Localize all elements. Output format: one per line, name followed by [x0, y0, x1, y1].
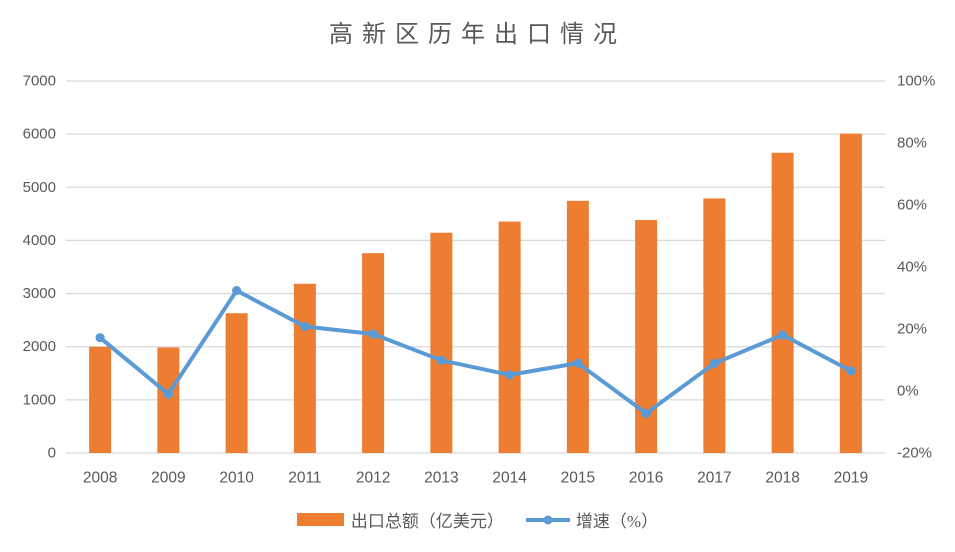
y2-axis-tick-label: 60%	[897, 197, 927, 214]
bar-2019	[839, 133, 862, 453]
chart-title: 高新区历年出口情况	[329, 22, 626, 48]
bar-2014	[498, 221, 521, 453]
bar-2016	[635, 219, 658, 453]
bar-2009	[157, 347, 180, 453]
y2-axis-tick-label: 40%	[897, 259, 927, 276]
y-axis-tick-label: 4000	[23, 232, 56, 249]
bar-series-swatch-icon	[296, 513, 344, 526]
x-axis-tick-label-2014: 2014	[492, 470, 527, 487]
y-axis-tick-label: 3000	[23, 285, 56, 302]
y2-axis-tick-label: 80%	[897, 135, 927, 152]
legend-line-marker	[543, 515, 553, 524]
legend-item-growth: 增速（%）	[525, 507, 659, 532]
x-axis-tick-label-2019: 2019	[834, 470, 868, 487]
bar-2017	[703, 198, 726, 453]
bar-2011	[293, 283, 316, 453]
y-axis-tick-label: 0	[48, 445, 56, 462]
y-axis-tick-label: 5000	[23, 179, 56, 196]
marker-2013	[436, 355, 446, 365]
x-axis-tick-label-2011: 2011	[288, 470, 321, 487]
x-axis-tick-label-2018: 2018	[765, 470, 799, 487]
marker-2009	[163, 389, 173, 399]
x-axis-tick-label-2016: 2016	[629, 470, 663, 487]
x-axis-tick-label-2008: 2008	[83, 470, 117, 487]
legend: 出口总额（亿美元） 增速（%）	[0, 507, 955, 532]
bar-2008	[89, 346, 112, 453]
y-axis-tick-label: 7000	[23, 73, 56, 90]
x-axis-tick-label-2012: 2012	[356, 470, 390, 487]
x-axis-tick-label-2009: 2009	[151, 470, 185, 487]
marker-2010	[232, 285, 242, 296]
marker-2019	[846, 366, 856, 376]
legend-label-growth: 增速（%）	[575, 512, 659, 531]
bar-2018	[771, 152, 794, 453]
growth-line	[98, 288, 853, 416]
bar-2015	[566, 200, 589, 453]
bar-2010	[225, 313, 248, 453]
y-axis-tick-label: 6000	[23, 126, 56, 143]
marker-2014	[505, 370, 515, 380]
legend-item-exports: 出口总额（亿美元）	[296, 507, 504, 532]
marker-2016	[641, 408, 651, 418]
line-series-swatch-icon	[525, 515, 570, 524]
marker-2011	[300, 321, 310, 332]
marker-2018	[778, 330, 788, 340]
marker-2017	[709, 358, 719, 369]
x-axis-tick-label-2013: 2013	[424, 470, 458, 487]
marker-2008	[95, 333, 105, 343]
bar-2013	[430, 232, 453, 453]
y2-axis-tick-label: 100%	[897, 73, 935, 90]
x-axis-tick-label-2015: 2015	[561, 470, 595, 487]
marker-2012	[368, 329, 378, 339]
marker-2015	[573, 358, 583, 368]
x-axis-tick-label-2017: 2017	[697, 470, 731, 487]
y2-axis-tick-label: 20%	[897, 321, 927, 338]
y2-axis-tick-label: -20%	[897, 445, 932, 462]
bar-2012	[362, 253, 385, 453]
y-axis-tick-label: 1000	[23, 391, 56, 408]
x-axis-tick-label-2010: 2010	[219, 470, 254, 487]
y2-axis-tick-label: 0%	[897, 383, 919, 400]
legend-label-exports: 出口总额（亿美元）	[350, 512, 504, 531]
y-axis-tick-label: 2000	[23, 338, 56, 355]
